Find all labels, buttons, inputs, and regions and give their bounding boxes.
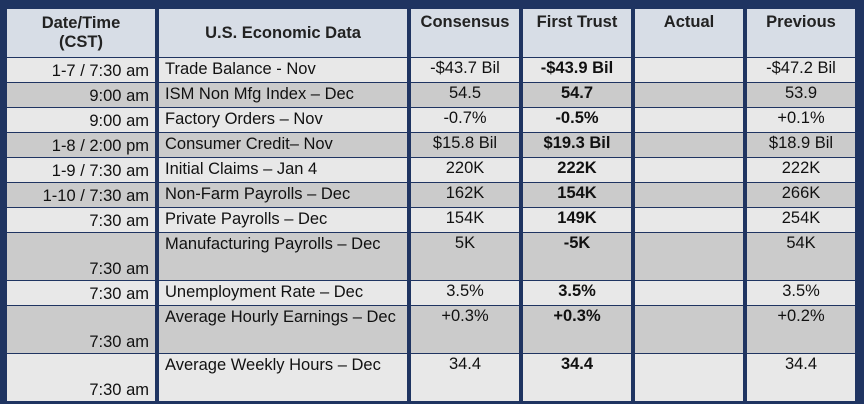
cell-consensus: 5K <box>411 233 519 280</box>
cell-date: 7:30 am <box>7 306 155 353</box>
cell-previous: 53.9 <box>747 83 855 107</box>
cell-consensus: +0.3% <box>411 306 519 353</box>
header-date-time: Date/Time (CST) <box>7 9 155 57</box>
cell-actual <box>635 83 743 107</box>
cell-date: 1-8 / 2:00 pm <box>7 133 155 157</box>
header-date-time-line1: Date/Time <box>41 14 121 32</box>
cell-previous: -$47.2 Bil <box>747 58 855 82</box>
cell-date: 7:30 am <box>7 354 155 401</box>
cell-first-trust: +0.3% <box>523 306 631 353</box>
cell-actual <box>635 233 743 280</box>
cell-event: Manufacturing Payrolls – Dec <box>159 233 407 280</box>
cell-actual <box>635 158 743 182</box>
cell-actual <box>635 108 743 132</box>
cell-event: Trade Balance - Nov <box>159 58 407 82</box>
cell-date: 7:30 am <box>7 233 155 280</box>
cell-consensus: 220K <box>411 158 519 182</box>
cell-first-trust: -0.5% <box>523 108 631 132</box>
cell-first-trust: 3.5% <box>523 281 631 305</box>
header-previous: Previous <box>747 9 855 57</box>
cell-event: Average Weekly Hours – Dec <box>159 354 407 401</box>
header-actual: Actual <box>635 9 743 57</box>
cell-consensus: $15.8 Bil <box>411 133 519 157</box>
cell-actual <box>635 133 743 157</box>
cell-actual <box>635 281 743 305</box>
cell-event: Factory Orders – Nov <box>159 108 407 132</box>
cell-date: 1-10 / 7:30 am <box>7 183 155 207</box>
cell-event: ISM Non Mfg Index – Dec <box>159 83 407 107</box>
cell-consensus: 162K <box>411 183 519 207</box>
cell-first-trust: 34.4 <box>523 354 631 401</box>
economic-data-table: Date/Time (CST) U.S. Economic Data Conse… <box>7 9 855 401</box>
cell-event: Non-Farm Payrolls – Dec <box>159 183 407 207</box>
cell-first-trust: 222K <box>523 158 631 182</box>
cell-actual <box>635 183 743 207</box>
cell-previous: 254K <box>747 208 855 232</box>
cell-event: Initial Claims – Jan 4 <box>159 158 407 182</box>
cell-previous: 222K <box>747 158 855 182</box>
cell-date: 9:00 am <box>7 83 155 107</box>
cell-first-trust: 154K <box>523 183 631 207</box>
cell-first-trust: 149K <box>523 208 631 232</box>
cell-date: 1-7 / 7:30 am <box>7 58 155 82</box>
cell-consensus: 34.4 <box>411 354 519 401</box>
cell-consensus: -$43.7 Bil <box>411 58 519 82</box>
cell-consensus: 54.5 <box>411 83 519 107</box>
cell-first-trust: $19.3 Bil <box>523 133 631 157</box>
cell-event: Average Hourly Earnings – Dec <box>159 306 407 353</box>
cell-event: Unemployment Rate – Dec <box>159 281 407 305</box>
cell-consensus: -0.7% <box>411 108 519 132</box>
cell-previous: 54K <box>747 233 855 280</box>
header-date-time-line2: (CST) <box>59 33 103 51</box>
cell-date: 7:30 am <box>7 281 155 305</box>
cell-event: Consumer Credit– Nov <box>159 133 407 157</box>
cell-date: 7:30 am <box>7 208 155 232</box>
cell-previous: 3.5% <box>747 281 855 305</box>
cell-consensus: 3.5% <box>411 281 519 305</box>
cell-event: Private Payrolls – Dec <box>159 208 407 232</box>
cell-actual <box>635 208 743 232</box>
header-first-trust: First Trust <box>523 9 631 57</box>
cell-previous: 266K <box>747 183 855 207</box>
cell-date: 9:00 am <box>7 108 155 132</box>
cell-consensus: 154K <box>411 208 519 232</box>
cell-actual <box>635 306 743 353</box>
cell-actual <box>635 58 743 82</box>
cell-first-trust: -5K <box>523 233 631 280</box>
cell-first-trust: -$43.9 Bil <box>523 58 631 82</box>
cell-date: 1-9 / 7:30 am <box>7 158 155 182</box>
header-economic-data: U.S. Economic Data <box>159 9 407 57</box>
cell-previous: +0.2% <box>747 306 855 353</box>
cell-previous: 34.4 <box>747 354 855 401</box>
cell-previous: $18.9 Bil <box>747 133 855 157</box>
cell-actual <box>635 354 743 401</box>
cell-first-trust: 54.7 <box>523 83 631 107</box>
cell-previous: +0.1% <box>747 108 855 132</box>
header-consensus: Consensus <box>411 9 519 57</box>
